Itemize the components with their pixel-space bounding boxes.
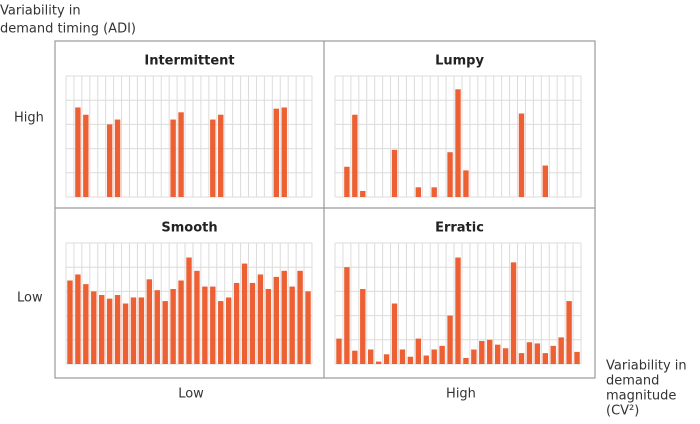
bar xyxy=(265,288,272,364)
bar xyxy=(178,280,184,364)
matrix-frame xyxy=(54,40,596,379)
bar xyxy=(281,107,287,197)
bar xyxy=(114,119,121,197)
bar xyxy=(225,297,232,364)
panel-title: Lumpy xyxy=(435,54,484,69)
bar xyxy=(170,119,176,197)
bar xyxy=(447,315,453,364)
bar xyxy=(344,267,350,364)
bar xyxy=(178,112,184,197)
bar xyxy=(526,342,533,364)
bar xyxy=(202,286,208,364)
bar xyxy=(344,166,350,197)
bar xyxy=(494,344,501,364)
bar xyxy=(431,187,437,197)
bar xyxy=(162,301,168,364)
x-axis-label: Variability in xyxy=(606,359,687,374)
bar xyxy=(479,341,485,364)
bar xyxy=(106,298,113,364)
bar xyxy=(99,295,105,364)
bar xyxy=(391,149,398,197)
col-label: Low xyxy=(178,387,204,402)
bar xyxy=(463,170,469,197)
bar xyxy=(518,353,525,364)
bar xyxy=(415,338,422,364)
bar xyxy=(170,288,176,364)
y-axis-label: Variability in xyxy=(0,4,81,19)
col-label: High xyxy=(446,387,476,402)
bar xyxy=(542,165,548,197)
bar xyxy=(218,114,224,197)
bar xyxy=(439,345,445,364)
bar xyxy=(463,357,469,364)
panel-title: Erratic xyxy=(435,221,484,236)
bar xyxy=(518,113,525,197)
bar xyxy=(542,353,548,364)
bar xyxy=(210,286,216,364)
bar xyxy=(352,350,358,364)
bar xyxy=(273,276,279,364)
bar xyxy=(360,288,366,364)
bar xyxy=(566,301,572,364)
bar xyxy=(502,348,509,364)
x-axis-label: magnitude xyxy=(606,389,676,404)
bar xyxy=(106,124,113,197)
row-label: Low xyxy=(17,291,43,306)
bar xyxy=(471,349,477,364)
bar xyxy=(336,338,342,364)
bar xyxy=(122,303,129,364)
bar xyxy=(352,114,358,197)
bar xyxy=(257,274,264,364)
bar xyxy=(91,291,97,364)
bar xyxy=(399,349,406,364)
bar xyxy=(130,297,137,364)
bar xyxy=(455,257,461,364)
bar xyxy=(75,274,81,364)
y-axis-label: demand timing (ADI) xyxy=(0,22,136,37)
bar xyxy=(83,114,89,197)
bar xyxy=(218,301,224,364)
x-axis-label: (CV²) xyxy=(606,404,639,419)
bar xyxy=(558,337,564,364)
bar xyxy=(423,355,429,364)
bar xyxy=(281,270,287,364)
bar xyxy=(75,107,81,197)
bar xyxy=(186,257,192,364)
bar xyxy=(360,190,366,197)
bar xyxy=(154,290,160,364)
bar xyxy=(241,263,248,364)
bar xyxy=(368,349,374,364)
bar xyxy=(138,297,145,364)
bar xyxy=(510,262,517,364)
row-label: High xyxy=(14,111,44,126)
bar xyxy=(297,270,303,364)
bar xyxy=(273,108,279,197)
bar xyxy=(574,351,580,364)
bar xyxy=(83,284,89,364)
bar xyxy=(67,280,73,364)
panel-title: Intermittent xyxy=(144,54,234,69)
bar xyxy=(487,339,493,364)
bar xyxy=(114,295,121,364)
bar xyxy=(249,282,256,364)
bar xyxy=(391,303,398,364)
bar xyxy=(210,119,216,197)
bar xyxy=(146,279,153,364)
bar xyxy=(289,286,295,364)
x-axis-label: demand xyxy=(606,374,659,389)
bar xyxy=(375,361,382,364)
bar xyxy=(447,152,453,197)
panel-title: Smooth xyxy=(161,221,217,236)
bar xyxy=(550,345,556,364)
bar xyxy=(431,349,437,364)
bar xyxy=(534,343,541,364)
bar xyxy=(455,89,461,197)
bar xyxy=(415,187,422,197)
bar xyxy=(305,291,311,364)
bar xyxy=(383,354,390,364)
bar xyxy=(194,270,200,364)
bar xyxy=(233,282,240,364)
bar xyxy=(407,356,414,364)
